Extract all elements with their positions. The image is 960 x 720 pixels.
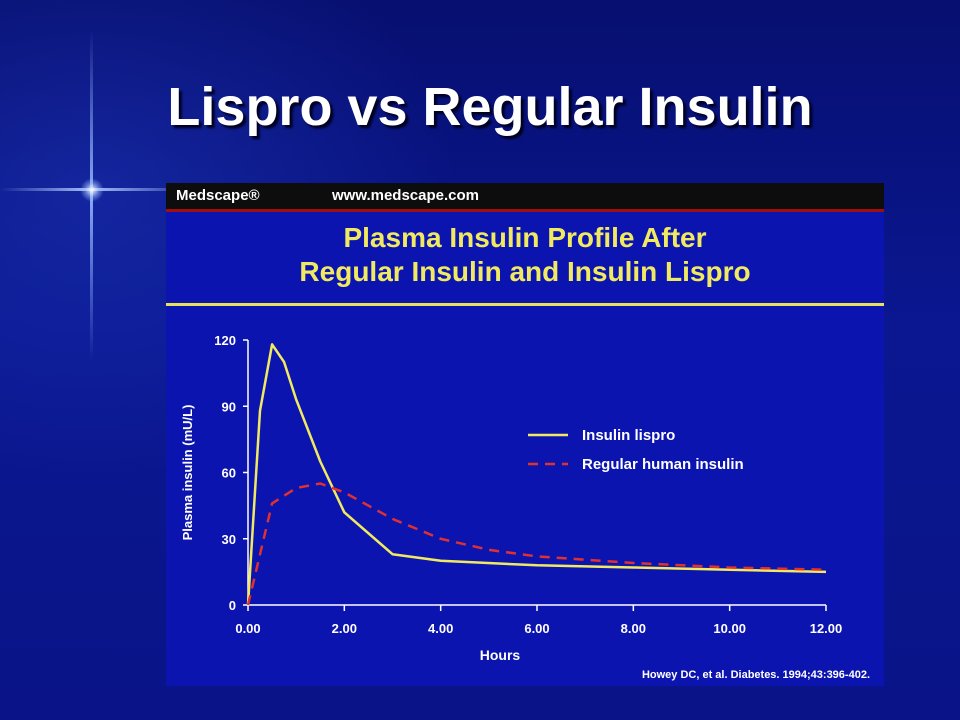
x-tick-label: 6.00 (524, 621, 549, 636)
y-tick-label: 0 (229, 598, 236, 613)
y-tick-label: 120 (214, 333, 236, 348)
series-lines (246, 343, 827, 606)
brand-url: www.medscape.com (332, 187, 479, 204)
plot-area: 0 30 60 90 120 0.00 2.00 4.00 6.00 8.00 10.00 12.00… (180, 333, 870, 681)
x-tick-label: 0.00 (235, 621, 260, 636)
ticks: 0 30 60 90 120 0.00 2.00 4.00 6.00 8.00 10.00 12.00 (214, 333, 842, 636)
chart-title-line-2: Regular Insulin and Insulin Lispro (299, 256, 751, 287)
x-axis-label: Hours (480, 647, 521, 663)
y-tick-label: 60 (222, 466, 236, 481)
legend: Insulin lispro Regular human insulin (528, 427, 744, 473)
legend-label: Insulin lispro (582, 427, 675, 444)
chart-title-line-1: Plasma Insulin Profile After (343, 222, 707, 253)
citation: Howey DC, et al. Diabetes. 1994;43:396-4… (642, 669, 870, 681)
brand-label: Medscape® (176, 187, 260, 204)
x-tick-label: 8.00 (621, 621, 646, 636)
legend-label: Regular human insulin (582, 456, 744, 473)
chart-title: Plasma Insulin Profile After Regular Ins… (166, 221, 884, 289)
y-tick-label: 30 (222, 532, 236, 547)
x-tick-label: 2.00 (332, 621, 357, 636)
x-tick-label: 4.00 (428, 621, 453, 636)
series-line-insulin-lispro (246, 343, 827, 606)
y-tick-label: 90 (222, 399, 236, 414)
series-line-regular-insulin (246, 482, 827, 606)
slide-title: Lispro vs Regular Insulin (167, 77, 813, 137)
figure-header: Medscape® www.medscape.com (166, 183, 884, 212)
chart-figure: Medscape® www.medscape.com Plasma Insuli… (166, 183, 884, 686)
x-tick-label: 12.00 (810, 621, 843, 636)
title-divider (166, 303, 884, 306)
sparkle-decoration (80, 178, 104, 202)
x-tick-label: 10.00 (713, 621, 746, 636)
y-axis-label: Plasma insulin (mU/L) (180, 405, 195, 541)
